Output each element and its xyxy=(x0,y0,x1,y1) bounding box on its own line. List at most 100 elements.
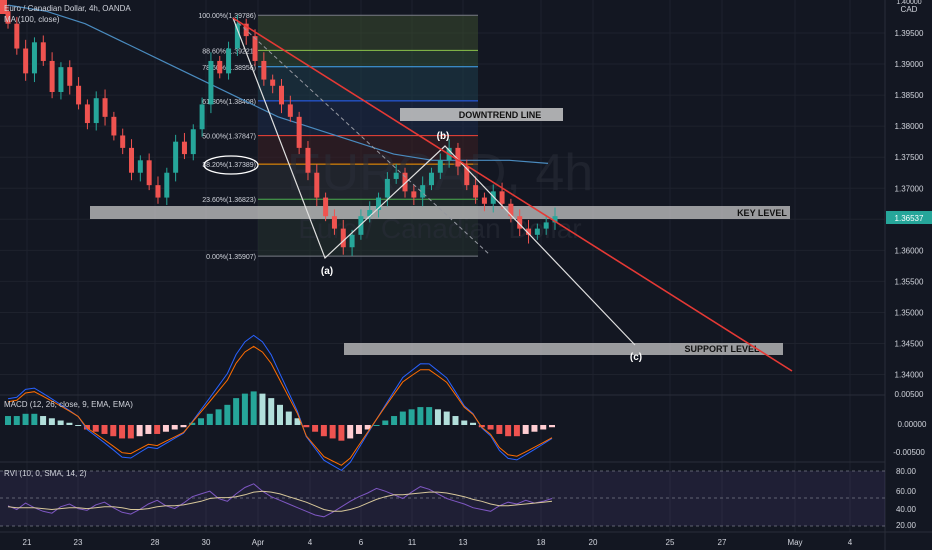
fib-zone xyxy=(258,50,478,67)
macd-signal-line xyxy=(7,345,553,466)
candle-body xyxy=(84,104,90,124)
candle-body xyxy=(111,116,117,136)
dashed-projection-line[interactable] xyxy=(232,17,491,256)
fib-zone xyxy=(258,66,478,101)
candle-body xyxy=(208,60,214,105)
macd-histogram-bar xyxy=(391,416,398,425)
candle-body xyxy=(164,172,170,198)
macd-histogram-bar xyxy=(198,418,205,425)
wave-c-label: (c) xyxy=(630,352,642,363)
time-tick-label: 6 xyxy=(359,538,364,547)
axis-currency: CAD xyxy=(901,5,918,14)
candle-body xyxy=(279,85,284,105)
fib-level-label: 50.00%(1.37847) xyxy=(202,134,256,141)
candle-body xyxy=(252,36,258,61)
downtrend-line[interactable] xyxy=(232,17,793,372)
candle-body xyxy=(217,60,223,74)
macd-title: MACD (12, 26, close, 9, EMA, EMA) xyxy=(4,400,133,409)
fib-level-label: 23.60%(1.36823) xyxy=(202,197,256,204)
rvi-panel[interactable] xyxy=(7,483,553,518)
candle-body xyxy=(534,228,540,235)
candle-body xyxy=(323,197,329,217)
macd-histogram-bar xyxy=(540,425,547,430)
macd-panel[interactable] xyxy=(5,334,555,472)
price-tick-label: 1.34000 xyxy=(895,371,924,380)
macd-histogram-bar xyxy=(136,425,143,437)
time-tick-label: 11 xyxy=(408,538,417,547)
candle-body xyxy=(155,185,161,198)
candle-body xyxy=(376,197,382,210)
time-tick-label: 18 xyxy=(537,538,546,547)
macd-histogram-bar xyxy=(443,411,450,425)
candle-body xyxy=(384,178,390,198)
fib-level-label: 0.00%(1.35907) xyxy=(206,254,256,261)
candle-body xyxy=(146,160,152,186)
macd-histogram-bar xyxy=(294,418,301,425)
macd-histogram-bar xyxy=(382,420,389,425)
ma-legend: MA (100, close) xyxy=(4,15,60,24)
candle-body xyxy=(473,185,479,198)
candle-body xyxy=(296,116,302,148)
time-tick-label: 4 xyxy=(308,538,313,547)
macd-axis-top-cutoff: 0.00500 xyxy=(895,390,924,399)
macd-histogram-bar xyxy=(66,422,73,425)
candle-body xyxy=(349,234,355,248)
candle-body xyxy=(93,98,99,124)
time-tick-label: 21 xyxy=(23,538,32,547)
time-axis[interactable]: 21 23 28 30 Apr 4 6 11 13 18 20 25 27 May 4 xyxy=(23,538,853,547)
candle-body xyxy=(411,191,417,198)
price-tick-label: 1.34500 xyxy=(895,340,924,349)
rvi-tick-20: 20.00 xyxy=(896,521,917,530)
macd-histogram-bar xyxy=(373,425,380,426)
fib-level-label: 38.20%(1.37389) xyxy=(202,162,256,169)
macd-histogram-bar xyxy=(470,422,477,425)
candle-body xyxy=(199,104,205,130)
candle-body xyxy=(340,228,346,248)
price-tick-label: 1.37500 xyxy=(895,153,924,162)
price-tick-label: 1.39500 xyxy=(895,29,924,38)
candle-body xyxy=(102,98,108,117)
macd-histogram-bar xyxy=(496,425,503,434)
macd-histogram-bar xyxy=(57,420,64,425)
macd-histogram-bar xyxy=(92,425,99,432)
fib-level-label: 61.80%(1.38408) xyxy=(202,99,256,106)
macd-histogram-bar xyxy=(75,425,82,426)
wave-b-label: (b) xyxy=(437,131,450,142)
downtrend-label: DOWNTREND LINE xyxy=(459,110,542,120)
key-level-zone[interactable] xyxy=(90,206,790,219)
macd-histogram-bar xyxy=(452,416,459,425)
support-level-zone[interactable] xyxy=(344,343,783,355)
macd-histogram-bar xyxy=(5,416,11,425)
candle-body xyxy=(402,172,408,192)
rvi-tick-80: 80.00 xyxy=(896,467,917,476)
candle-body xyxy=(464,166,470,186)
macd-histogram-bar xyxy=(303,425,310,428)
candle-body xyxy=(331,216,337,229)
price-tick-label: 1.35500 xyxy=(895,277,924,286)
macd-histogram-bar xyxy=(549,425,555,428)
macd-histogram-bar xyxy=(48,418,55,425)
wave-a-label: (a) xyxy=(321,266,333,277)
macd-histogram-bar xyxy=(329,425,336,439)
candle-body xyxy=(76,85,82,105)
time-tick-label: 4 xyxy=(848,538,853,547)
candle-body xyxy=(120,135,126,148)
time-tick-label: 25 xyxy=(666,538,675,547)
macd-histogram-bar xyxy=(285,411,292,425)
macd-histogram-bar xyxy=(259,393,266,425)
candle-body xyxy=(526,228,532,235)
macd-histogram-bar xyxy=(426,407,433,425)
wave-abc-line[interactable] xyxy=(232,17,636,346)
candle-body xyxy=(305,147,311,173)
macd-histogram-bar xyxy=(355,425,362,434)
macd-histogram-bar xyxy=(277,404,283,425)
fib-382-highlight-ellipse[interactable] xyxy=(203,155,259,175)
candle-body xyxy=(481,197,487,204)
downtrend-label-box[interactable] xyxy=(400,108,563,121)
rvi-title: RVI (10, 0, SMA, 14, 2) xyxy=(4,469,87,478)
macd-histogram-bar xyxy=(531,425,538,432)
candle-body xyxy=(190,129,196,155)
macd-histogram-bar xyxy=(347,425,354,439)
time-tick-label: 23 xyxy=(74,538,83,547)
